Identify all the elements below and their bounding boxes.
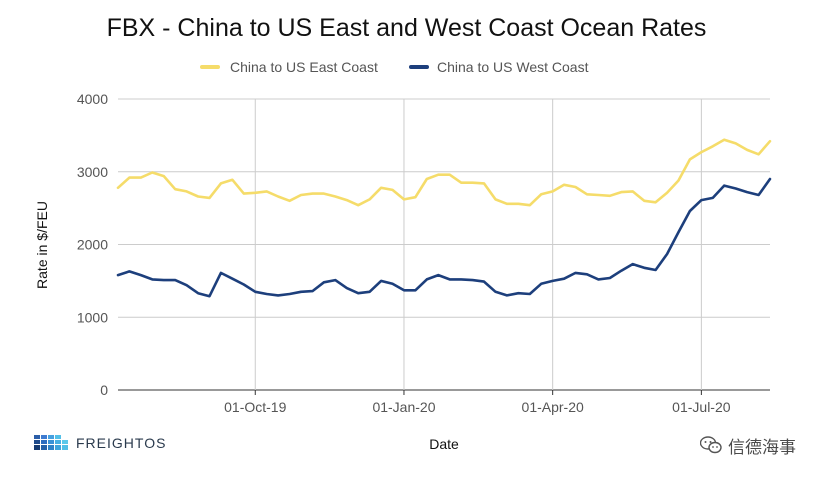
series-line-west-coast [116, 177, 772, 298]
x-tick-label: 01-Apr-20 [522, 399, 584, 415]
y-tick-label: 1000 [77, 309, 108, 325]
y-tick-label: 3000 [77, 164, 108, 180]
y-tick-label: 2000 [77, 237, 108, 253]
watermark-text: 信德海事 [728, 437, 796, 458]
legend-label: China to US West Coast [437, 59, 589, 75]
y-axis-title: Rate in $/FEU [34, 201, 50, 289]
freightos-brand-text: FREIGHTOS [76, 435, 167, 451]
legend-label: China to US East Coast [230, 59, 378, 75]
freightos-logo: FREIGHTOS [34, 433, 166, 453]
legend: China to US East Coast China to US West C… [200, 59, 589, 75]
chart-title: FBX - China to US East and West Coast Oc… [106, 14, 707, 42]
freightos-logo-icon [34, 435, 68, 450]
x-axis-ticks: 01-Oct-19 01-Jan-20 01-Apr-20 01-Jul-20 [224, 399, 731, 415]
watermark: 信德海事 [700, 434, 796, 458]
wechat-icon [700, 436, 722, 454]
series-lines [116, 138, 772, 298]
y-tick-label: 0 [100, 382, 108, 398]
grid-lines [118, 98, 770, 395]
x-tick-label: 01-Jul-20 [672, 399, 731, 415]
y-axis-ticks: 0 1000 2000 3000 4000 [77, 91, 108, 398]
x-tick-label: 01-Oct-19 [224, 399, 286, 415]
series-line-east-coast [116, 138, 772, 207]
x-axis-title: Date [429, 436, 459, 452]
y-tick-label: 4000 [77, 91, 108, 107]
x-tick-label: 01-Jan-20 [372, 399, 435, 415]
